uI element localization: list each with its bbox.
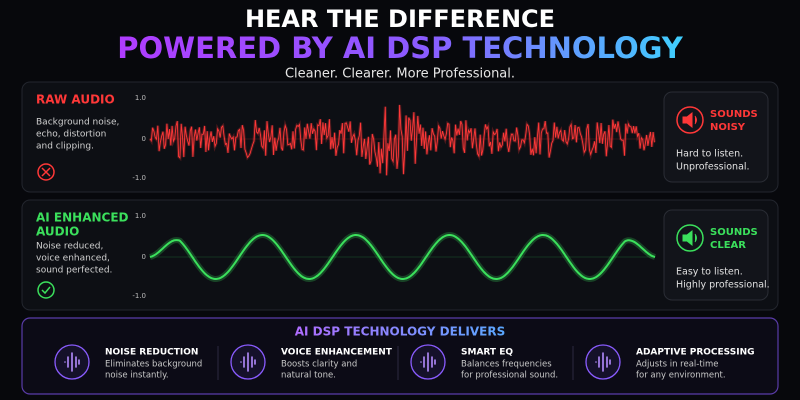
axis-tick-label: -1.0 (132, 292, 146, 300)
panel-description: Background noise, (36, 118, 119, 128)
speaker-icon (676, 106, 704, 134)
result-text: Highly professional. (676, 280, 770, 291)
status-icon (37, 281, 55, 299)
feature-text: for professional sound. (461, 371, 558, 381)
feature-text: Eliminates background (105, 360, 202, 370)
waveform (149, 234, 656, 280)
panel-description: sound perfected. (36, 266, 112, 276)
features-panel (21, 317, 779, 395)
status-icon-mark (41, 286, 51, 295)
result-heading: SOUNDS (710, 227, 758, 238)
panel-label: RAW AUDIO (36, 93, 115, 107)
result-text: Easy to listen. (676, 267, 743, 278)
result-heading: NOISY (710, 122, 746, 133)
panel (21, 81, 779, 193)
status-icon-mark (41, 167, 51, 177)
feature-icon-glyph (420, 352, 436, 372)
feature-text: for any environment. (636, 371, 726, 381)
feature-title: VOICE ENHANCEMENT (281, 348, 393, 358)
axis-tick-label: 1.0 (135, 212, 146, 220)
panel-label: AI ENHANCED (36, 211, 129, 225)
panel-description: and clipping. (36, 142, 94, 152)
result-text: Hard to listen. (676, 149, 743, 160)
waveform (149, 104, 655, 176)
feature-title: SMART EQ (461, 348, 513, 358)
feature-icon-glyph (595, 352, 611, 372)
feature-text: natural tone. (281, 371, 336, 381)
feature-icon-glyph (64, 352, 80, 372)
result-heading: CLEAR (710, 240, 746, 251)
feature-icon-glyph (240, 352, 256, 372)
panel-description: Noise reduced, (36, 242, 103, 252)
tagline: Cleaner. Clearer. More Professional. (285, 67, 515, 82)
subtitle: POWERED BY AI DSP TECHNOLOGY (117, 31, 684, 65)
speaker-icon (676, 224, 704, 252)
panel (21, 199, 779, 311)
title: HEAR THE DIFFERENCE (245, 5, 555, 33)
feature-text: noise instantly. (105, 371, 169, 381)
feature-text: Balances frequencies (461, 360, 552, 370)
axis-tick-label: 0 (142, 135, 146, 143)
feature-text: Boosts clarity and (281, 360, 357, 370)
axis-tick-label: 0 (142, 253, 146, 261)
panel-description: echo, distortion (36, 130, 106, 140)
status-icon (37, 163, 55, 181)
feature-text: Adjusts in real-time (636, 360, 719, 370)
axis-tick-label: -1.0 (132, 174, 146, 182)
feature-title: ADAPTIVE PROCESSING (636, 348, 755, 358)
axis-tick-label: 1.0 (135, 94, 146, 102)
panel-label: AUDIO (36, 225, 79, 239)
panel-description: voice enhanced, (36, 254, 110, 264)
speaker-shape (682, 229, 697, 247)
features-title: AI DSP TECHNOLOGY DELIVERS (295, 325, 506, 339)
feature-title: NOISE REDUCTION (105, 348, 198, 358)
result-text: Unprofessional. (676, 162, 750, 173)
result-heading: SOUNDS (710, 109, 758, 120)
speaker-shape (682, 111, 697, 129)
